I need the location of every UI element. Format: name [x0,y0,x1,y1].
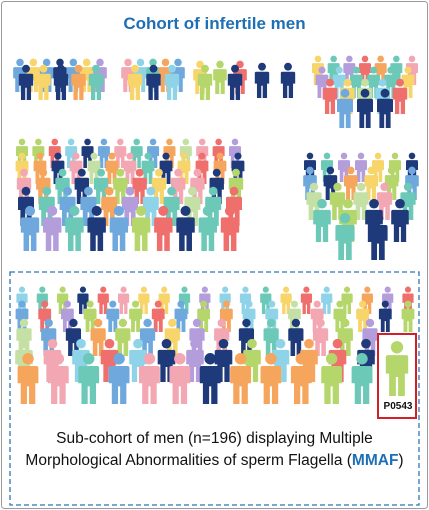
person-icon [16,301,29,332]
caption-text: Sub-cohort of men (n=196) displaying Mul… [25,430,372,469]
caption-abbreviation: MMAF [352,452,399,469]
person-icon [61,301,74,332]
person-icon [311,301,324,332]
caption-text: ) [398,452,403,469]
person-icon [402,301,415,332]
person-icon [281,63,295,98]
person-icon [255,63,269,98]
person-icon [65,206,83,251]
person-icon [176,206,194,251]
people [13,56,419,404]
caption: Sub-cohort of men (n=196) displaying Mul… [20,428,409,472]
person-icon [213,61,227,94]
figure: Cohort of infertile men P0543 Sub-cohort… [0,0,429,510]
title: Cohort of infertile men [0,14,429,34]
person-icon [386,341,408,396]
patient-label: P0543 [380,401,416,412]
person-icon [106,301,119,332]
person-icon [118,287,129,314]
person-icon [301,287,312,314]
person-icon [356,301,369,332]
